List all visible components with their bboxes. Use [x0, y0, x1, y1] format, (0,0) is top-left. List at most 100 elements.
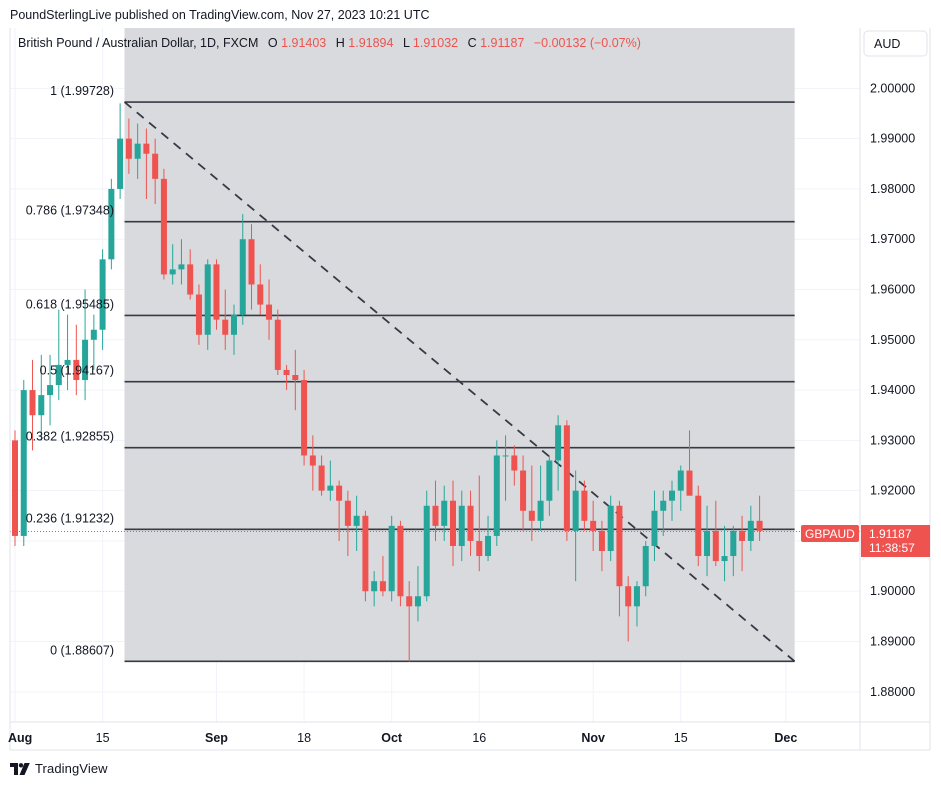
candle-body [432, 505, 439, 526]
legend: British Pound / Australian Dollar, 1D, F… [18, 36, 641, 50]
candle-body [55, 364, 62, 386]
fib-level-label: 0.382 (1.92855) [26, 430, 114, 444]
candle-body [511, 455, 518, 471]
candle-body [178, 264, 185, 270]
candle [353, 495, 360, 552]
publisher-line: PoundSterlingLive published on TradingVi… [10, 8, 430, 22]
candle [82, 289, 89, 401]
candle-body [616, 505, 623, 587]
candle-body [336, 485, 343, 501]
candle-body [362, 515, 369, 592]
candle [581, 480, 588, 531]
candle-body [555, 425, 562, 461]
candle-body [520, 470, 527, 511]
candle-body [117, 138, 124, 189]
fib-level-label: 0.5 (1.94167) [40, 364, 114, 378]
candle [379, 556, 386, 597]
price-tick-label: 1.92000 [870, 484, 915, 498]
candle [47, 354, 54, 426]
candle-body [406, 596, 413, 607]
time-tick-label: 15 [674, 731, 688, 745]
candle-body [660, 500, 667, 511]
candle-body [388, 525, 395, 592]
candle-body [739, 530, 746, 541]
price-tick-label: 2.00000 [870, 81, 915, 95]
price-tick-label: 1.96000 [870, 283, 915, 297]
time-tick-label: Sep [205, 731, 228, 745]
candle [29, 359, 36, 451]
candle-body [371, 581, 378, 592]
candle-body [344, 500, 351, 526]
candle [616, 500, 623, 617]
candle [537, 465, 544, 531]
candle-body [563, 425, 570, 531]
fib-level-label: 1 (1.99728) [50, 84, 114, 98]
candle-body [82, 339, 89, 381]
candle-body [169, 269, 176, 275]
candle-body [248, 239, 255, 285]
candle-body [712, 530, 719, 562]
tradingview-logo[interactable]: TradingView [10, 761, 108, 776]
candle [239, 214, 246, 325]
candle-body [12, 440, 18, 536]
open-label: O [268, 36, 278, 50]
bar-countdown: 11:38:57 [869, 541, 915, 555]
last-price-value: 1.91187 [869, 527, 912, 541]
close-value: 1.91187 [480, 36, 524, 50]
candle-body [756, 520, 763, 531]
candle [502, 435, 509, 501]
candle-body [99, 259, 106, 330]
price-tick-label: 1.99000 [870, 132, 915, 146]
candle-body [134, 143, 141, 159]
change-value: −0.00132 (−0.07%) [534, 36, 641, 50]
candle [528, 465, 535, 541]
candle [318, 455, 325, 496]
candle [169, 244, 176, 285]
candle [160, 168, 167, 280]
candle-body [274, 319, 281, 370]
dashed-trendline[interactable] [123, 101, 796, 662]
candle [660, 490, 667, 536]
price-tag: GBPAUD 1.91187 11:38:57 [801, 525, 930, 557]
price-axis[interactable]: 2.00000 1.99000 1.98000 1.97000 1.96000 1.950… [870, 81, 915, 698]
candle [248, 224, 255, 310]
currency-button[interactable]: AUD [863, 30, 928, 57]
candle-body [195, 294, 202, 335]
price-tick-label: 1.89000 [870, 635, 915, 649]
candle-body [29, 390, 36, 416]
candle-body [318, 465, 325, 491]
time-tick-label: Nov [581, 731, 605, 745]
candle-body [301, 380, 308, 456]
candle [458, 490, 465, 562]
candle [143, 128, 150, 199]
candle [125, 118, 132, 174]
candle-body [747, 520, 754, 541]
candle [213, 259, 220, 330]
candle-body [450, 500, 456, 546]
candle [231, 304, 237, 355]
candle [546, 455, 553, 516]
candle-body [90, 329, 97, 340]
candle-body [327, 485, 334, 491]
candle [625, 576, 632, 642]
candle-body [528, 510, 535, 521]
time-tick-label: 18 [297, 731, 311, 745]
price-tick-label: 1.93000 [870, 433, 915, 447]
candle-body [213, 264, 220, 320]
candle [756, 495, 763, 541]
candle [572, 470, 579, 582]
candle [730, 525, 737, 577]
price-tick-label: 1.88000 [870, 685, 915, 699]
time-axis[interactable]: Aug 15 Sep 18 Oct 16 Nov 15 Dec [8, 731, 797, 745]
candle [108, 178, 115, 270]
candle [222, 289, 229, 350]
candle [38, 354, 45, 441]
candle [704, 505, 711, 577]
candle [266, 279, 273, 340]
candle-body [414, 596, 421, 607]
candle [292, 349, 299, 411]
candle [476, 475, 483, 572]
candle-body [642, 545, 649, 587]
high-label: H [336, 36, 345, 50]
